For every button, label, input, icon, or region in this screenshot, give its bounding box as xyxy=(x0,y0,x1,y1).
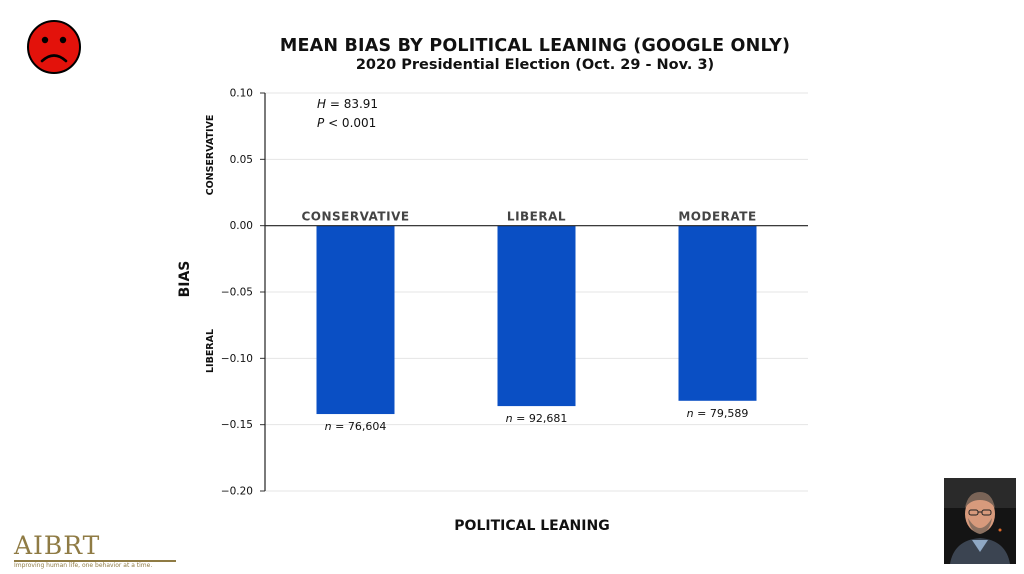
sample-n-value: = 79,589 xyxy=(694,407,749,420)
bar-moderate xyxy=(678,225,757,401)
logo-rule xyxy=(14,560,176,562)
bar-conservative xyxy=(316,225,395,415)
aibrt-logo: AIBRT Improving human life, one behavior… xyxy=(14,533,179,571)
sample-size-label: n = 76,604 xyxy=(325,420,387,433)
logo-tagline: Improving human life, one behavior at a … xyxy=(14,562,153,569)
y-tick-label: 0.00 xyxy=(230,220,253,232)
sample-size-label: n = 79,589 xyxy=(687,407,749,420)
x-axis-title: POLITICAL LEANING xyxy=(454,518,609,534)
stat-p-value: < 0.001 xyxy=(324,116,376,130)
stat-h: H = 83.91 xyxy=(317,97,378,111)
y-tick-label: −0.20 xyxy=(221,486,253,498)
category-label: CONSERVATIVE xyxy=(301,210,409,224)
bar-liberal xyxy=(497,225,576,407)
y-tick-label: 0.10 xyxy=(230,88,253,100)
sad-face-icon xyxy=(27,20,81,74)
logo-text: AIBRT xyxy=(14,531,101,560)
sample-n-value: = 92,681 xyxy=(513,412,568,425)
sample-size-label: n = 92,681 xyxy=(506,412,568,425)
side-label-conservative: CONSERVATIVE xyxy=(205,115,216,196)
y-tick-label: −0.10 xyxy=(221,353,253,365)
bars xyxy=(316,225,757,415)
y-tick-label: −0.15 xyxy=(221,419,253,431)
category-label: LIBERAL xyxy=(507,210,566,224)
stat-h-symbol: H xyxy=(317,97,326,111)
sample-n-symbol: n xyxy=(506,412,513,425)
sample-n-value: = 76,604 xyxy=(332,420,387,433)
stat-h-value: = 83.91 xyxy=(326,97,378,111)
chart-title: MEAN BIAS BY POLITICAL LEANING (GOOGLE O… xyxy=(279,36,791,56)
y-tick-label: 0.05 xyxy=(230,154,253,166)
stat-p: P < 0.001 xyxy=(317,116,376,130)
chart-subtitle: 2020 Presidential Election (Oct. 29 - No… xyxy=(355,57,715,73)
side-label-liberal: LIBERAL xyxy=(205,329,216,373)
sample-n-symbol: n xyxy=(325,420,332,433)
y-axis-title: BIAS xyxy=(177,261,193,298)
axes xyxy=(260,92,808,492)
speaker-photo xyxy=(944,478,1016,564)
y-tick-label: −0.05 xyxy=(221,287,253,299)
chart-labels: 0.10 0.05 0.00 −0.05 −0.10 −0.15 −0.20 CONSERVA… xyxy=(177,88,756,535)
sample-n-symbol: n xyxy=(687,407,694,420)
category-label: MODERATE xyxy=(678,210,756,224)
stat-p-symbol: P xyxy=(317,116,325,130)
